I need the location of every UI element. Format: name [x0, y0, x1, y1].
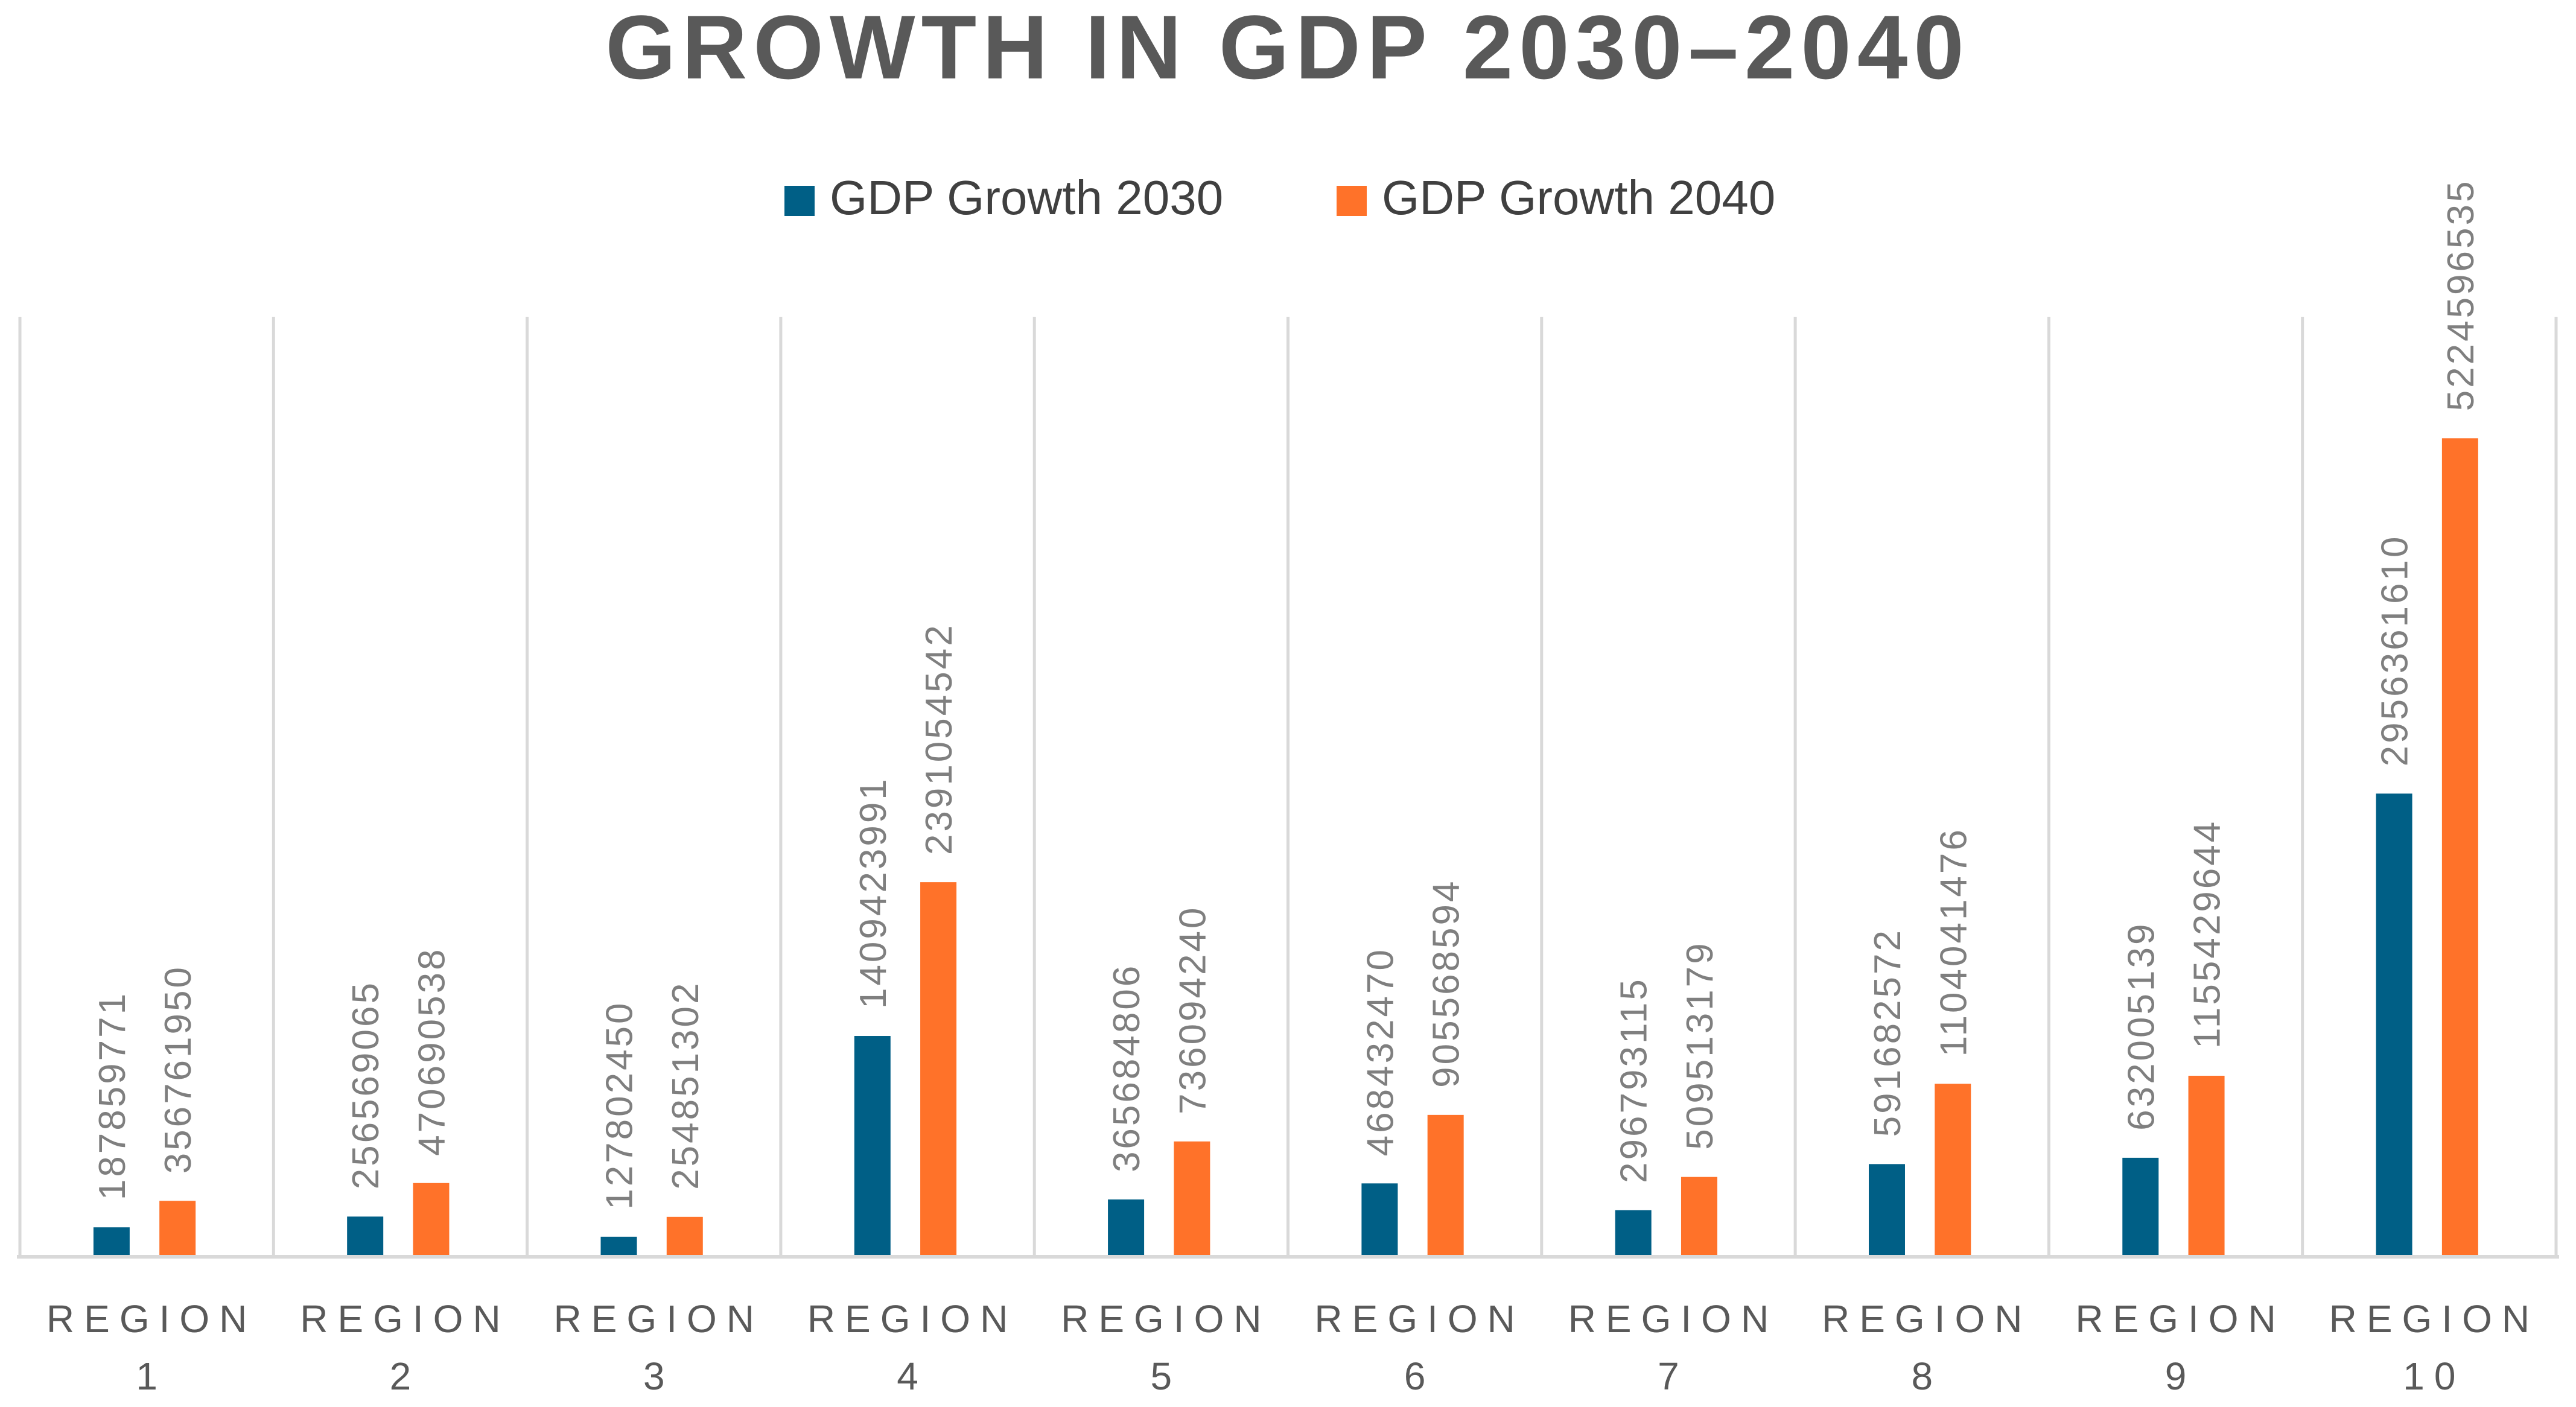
data-labels: 187859771 356761950 256569065 470690538 1278…	[92, 179, 2482, 1210]
bar-2030-region-6	[1361, 1183, 1398, 1257]
bar-2040-region-7	[1681, 1177, 1717, 1257]
data-label: 187859771	[92, 991, 133, 1200]
chart-title: GROWTH IN GDP 2030–2040	[605, 0, 1970, 98]
bar-2040-region-5	[1174, 1141, 1210, 1257]
x-tick-label: 7	[1658, 1355, 1689, 1398]
data-label: 736094240	[1172, 906, 1213, 1114]
data-label: 591682572	[1867, 928, 1909, 1137]
data-label: 632005139	[2120, 922, 2162, 1131]
x-tick-label: REGION	[2329, 1297, 2539, 1341]
data-label: 509513179	[1679, 941, 1721, 1149]
bar-2040-region-6	[1427, 1114, 1464, 1257]
x-tick-label: REGION	[2075, 1297, 2285, 1341]
data-label: 356761950	[157, 965, 199, 1174]
bar-2030-region-1	[93, 1227, 130, 1257]
bar-2040-region-1	[159, 1201, 196, 1257]
bar-2040-region-10	[2441, 438, 2478, 1257]
x-tick-label: REGION	[1822, 1297, 2032, 1341]
x-tick-label: 8	[1911, 1355, 1942, 1398]
data-label: 296793115	[1614, 977, 1655, 1183]
x-tick-label: REGION	[300, 1297, 510, 1341]
x-tick-label: 1	[136, 1355, 167, 1398]
x-tick-label: REGION	[1061, 1297, 1271, 1341]
x-tick-label: 4	[897, 1355, 928, 1398]
bar-2030-region-4	[854, 1036, 891, 1257]
data-label: 2956361610	[2374, 535, 2416, 767]
bar-2040-region-4	[920, 882, 957, 1257]
x-tick-label: 3	[643, 1355, 675, 1398]
bar-2040-region-8	[1935, 1084, 1971, 1257]
bar-2030-region-3	[600, 1236, 637, 1257]
legend-swatch-2040	[1337, 186, 1367, 216]
x-tick-label: REGION	[1568, 1297, 1778, 1341]
data-label: 365684806	[1106, 964, 1148, 1172]
bar-2040-region-3	[666, 1216, 703, 1257]
gridlines	[18, 317, 2558, 1257]
data-label: 127802450	[599, 1000, 640, 1209]
bar-2030-region-2	[347, 1216, 384, 1257]
x-tick-label: 6	[1404, 1355, 1436, 1398]
bars	[93, 438, 2478, 1257]
x-tick-label: REGION	[554, 1297, 764, 1341]
legend-label: GDP Growth 2030	[830, 171, 1223, 224]
x-tick-label: REGION	[807, 1297, 1017, 1341]
data-label: 1409423991	[853, 777, 894, 1009]
legend: GDP Growth 2030 GDP Growth 2040	[784, 171, 1775, 224]
data-label: 256569065	[345, 980, 387, 1189]
bar-2040-region-9	[2188, 1075, 2225, 1257]
x-tick-label: REGION	[46, 1297, 256, 1341]
bar-2030-region-8	[1868, 1164, 1905, 1257]
x-tick-label: 5	[1151, 1355, 1182, 1398]
legend-swatch-2030	[784, 186, 815, 216]
data-label: 1104041476	[1933, 827, 1974, 1056]
data-label: 1155429644	[2187, 819, 2228, 1049]
bar-2030-region-10	[2376, 793, 2412, 1257]
data-label: 2391054542	[918, 623, 960, 855]
data-label: 470690538	[411, 947, 453, 1155]
bar-2030-region-5	[1108, 1199, 1145, 1257]
data-label: 468432470	[1360, 947, 1401, 1156]
bar-2030-region-9	[2122, 1157, 2159, 1257]
bar-2040-region-2	[413, 1183, 450, 1257]
data-label: 254851302	[665, 980, 707, 1189]
x-tick-label: 2	[390, 1355, 421, 1398]
data-label: 905568594	[1426, 879, 1468, 1088]
x-tick-label: 10	[2403, 1355, 2465, 1398]
x-axis: REGION 1 REGION 2 REGION 3 REGION 4 REGION 5 REGIO…	[17, 1255, 2559, 1398]
x-tick-label: 9	[2165, 1355, 2196, 1398]
x-tick-label: REGION	[1314, 1297, 1524, 1341]
data-label: 5224596535	[2440, 179, 2482, 411]
legend-label: GDP Growth 2040	[1382, 171, 1775, 224]
bar-2030-region-7	[1615, 1210, 1652, 1257]
